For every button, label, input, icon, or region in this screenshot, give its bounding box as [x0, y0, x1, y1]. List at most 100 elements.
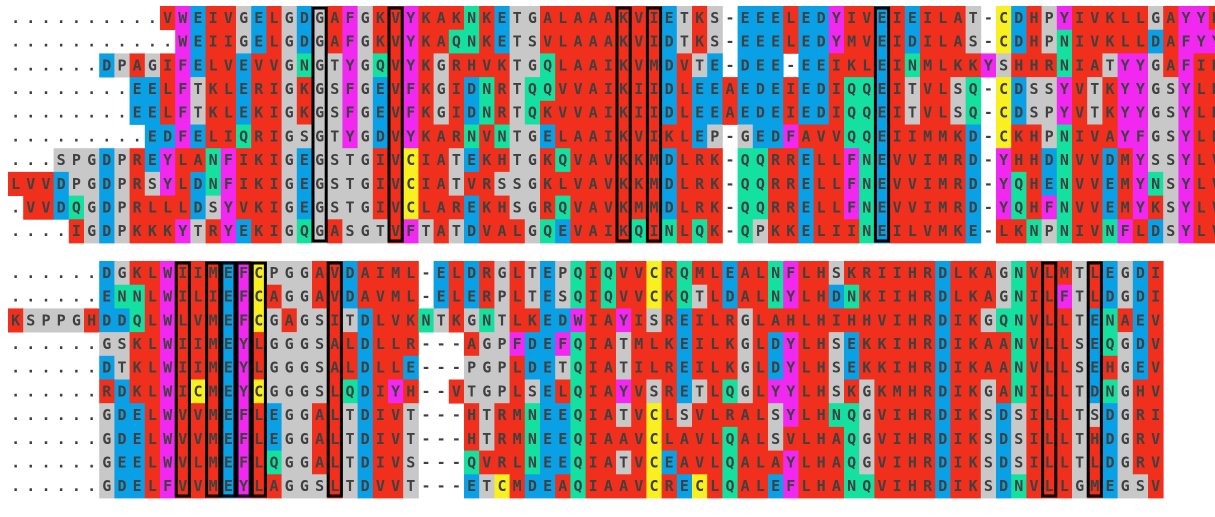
residue-letter: R: [482, 175, 492, 193]
residue-letter: G: [315, 198, 324, 216]
residue-letter: .: [11, 104, 20, 122]
residue-cell: [1148, 29, 1164, 54]
residue-letter: V: [695, 406, 704, 424]
residue-letter: E: [877, 175, 886, 193]
residue-letter: N: [528, 406, 537, 424]
residue-letter: A: [604, 477, 613, 495]
residue-letter: D: [102, 311, 111, 329]
residue-letter: K: [497, 56, 506, 74]
residue-cell: [540, 29, 556, 54]
residue-letter: D: [938, 288, 947, 306]
residue-letter: G: [741, 311, 750, 329]
residue-cell: [676, 29, 693, 54]
residue-letter: E: [467, 477, 476, 495]
residue-letter: I: [893, 264, 902, 282]
residue-letter: .: [11, 453, 20, 471]
residue-letter: C: [406, 175, 415, 193]
residue-letter: F: [847, 198, 856, 216]
residue-cell: [874, 6, 890, 31]
residue-letter: A: [558, 477, 567, 495]
residue-cell: [1087, 29, 1103, 54]
residue-letter: G: [300, 264, 309, 282]
residue-letter: G: [87, 151, 96, 169]
residue-letter: N: [1060, 175, 1069, 193]
residue-letter: T: [345, 175, 354, 193]
residue-letter: R: [862, 264, 872, 282]
residue-cell: [965, 29, 982, 54]
residue-letter: Q: [634, 222, 643, 240]
residue-letter: A: [741, 477, 750, 495]
residue-cell: [752, 6, 769, 31]
residue-letter: E: [117, 453, 126, 471]
residue-letter: D: [665, 198, 674, 216]
residue-letter: E: [543, 382, 552, 400]
residue-letter: S: [1014, 406, 1023, 424]
residue-letter: .: [11, 222, 20, 240]
residue-letter: G: [741, 335, 750, 353]
residue-letter: S: [209, 198, 218, 216]
residue-letter: N: [1105, 382, 1114, 400]
residue-letter: I: [376, 151, 385, 169]
residue-letter: V: [1151, 359, 1160, 377]
residue-letter: I: [923, 151, 932, 169]
residue-letter: S: [148, 175, 157, 193]
residue-letter: H: [847, 311, 856, 329]
residue-letter: N: [862, 175, 871, 193]
residue-letter: I: [893, 288, 902, 306]
residue-letter: E: [877, 151, 886, 169]
residue-letter: K: [665, 288, 674, 306]
residue-cell: [479, 100, 495, 125]
residue-letter: L: [938, 104, 947, 122]
residue-cell: [281, 53, 298, 78]
residue-letter: V: [634, 264, 643, 282]
residue-letter: K: [619, 56, 628, 74]
residue-letter: D: [528, 359, 537, 377]
residue-cell: [935, 53, 951, 78]
residue-letter: M: [209, 264, 218, 282]
residue-letter: T: [376, 222, 385, 240]
residue-cell: [418, 29, 434, 54]
residue-letter: I: [953, 430, 962, 448]
residue-letter: L: [148, 288, 157, 306]
residue-letter: -: [725, 175, 734, 193]
residue-cell: [129, 53, 146, 78]
residue-letter: V: [1090, 33, 1099, 51]
residue-letter: .: [87, 430, 96, 448]
residue-letter: D: [665, 33, 674, 51]
residue-letter: A: [269, 477, 278, 495]
residue-letter: L: [756, 335, 765, 353]
residue-letter: Q: [756, 198, 765, 216]
residue-letter: A: [832, 430, 841, 448]
residue-letter: L: [406, 288, 415, 306]
residue-letter: Y: [1181, 151, 1190, 169]
residue-letter: Y: [786, 382, 795, 400]
residue-cell: [661, 6, 678, 31]
residue-letter: .: [41, 151, 50, 169]
residue-letter: D: [832, 288, 841, 306]
residue-letter: F: [239, 311, 248, 329]
residue-letter: E: [543, 288, 552, 306]
residue-cell: [1132, 29, 1149, 54]
residue-letter: C: [649, 288, 658, 306]
residue-letter: V: [26, 175, 35, 193]
residue-cell: [1041, 6, 1058, 31]
residue-cell: [768, 6, 784, 31]
residue-cell: [1117, 53, 1134, 78]
residue-cell: [737, 77, 754, 102]
residue-letter: G: [300, 288, 309, 306]
residue-letter: N: [209, 151, 218, 169]
residue-letter: E: [695, 80, 704, 98]
residue-cell: [585, 53, 602, 78]
residue-letter: T: [1075, 311, 1084, 329]
residue-letter: Q: [725, 382, 734, 400]
residue-cell: [296, 29, 313, 54]
residue-letter: F: [406, 222, 415, 240]
residue-letter: D: [999, 453, 1008, 471]
residue-letter: L: [148, 406, 157, 424]
residue-letter: Y: [224, 222, 233, 240]
residue-letter: L: [513, 288, 522, 306]
residue-letter: S: [330, 80, 339, 98]
residue-letter: T: [345, 198, 354, 216]
residue-letter: I: [847, 9, 856, 27]
